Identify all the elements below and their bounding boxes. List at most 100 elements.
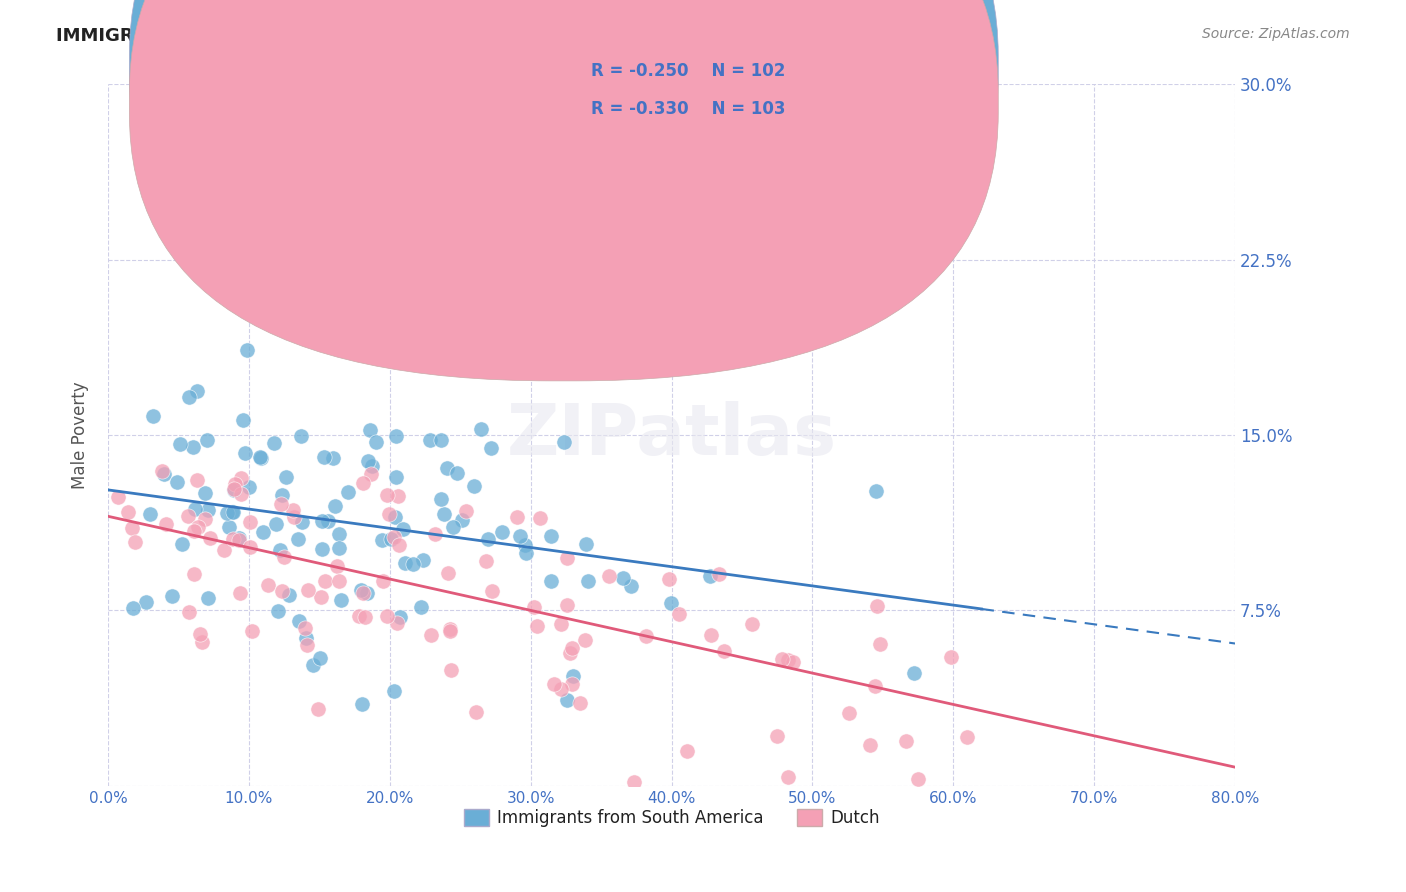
Dutch xyxy=(387,489,409,503)
Immigrants from South America xyxy=(184,501,207,516)
Dutch xyxy=(561,640,583,655)
Immigrants from South America xyxy=(177,390,200,404)
Immigrants from South America xyxy=(278,588,301,602)
Immigrants from South America xyxy=(318,514,340,528)
Immigrants from South America xyxy=(430,492,453,507)
Dutch xyxy=(231,486,253,500)
Dutch xyxy=(591,159,613,173)
Dutch xyxy=(956,730,979,744)
Immigrants from South America xyxy=(314,450,336,464)
Immigrants from South America xyxy=(193,486,215,500)
Immigrants from South America xyxy=(169,437,191,451)
Immigrants from South America xyxy=(122,601,145,615)
Immigrants from South America xyxy=(411,600,433,615)
Immigrants from South America xyxy=(197,502,219,516)
Immigrants from South America xyxy=(221,505,243,519)
Immigrants from South America xyxy=(620,579,643,593)
Dutch xyxy=(124,535,146,549)
Dutch xyxy=(239,515,262,529)
Dutch xyxy=(352,586,374,600)
Immigrants from South America xyxy=(186,384,208,398)
Text: R = -0.330    N = 103: R = -0.330 N = 103 xyxy=(591,100,785,118)
Dutch xyxy=(550,682,572,697)
Dutch xyxy=(550,617,572,632)
Dutch xyxy=(117,505,139,519)
Immigrants from South America xyxy=(238,480,260,494)
Immigrants from South America xyxy=(311,514,333,528)
Dutch xyxy=(239,540,262,554)
Dutch xyxy=(354,610,377,624)
Immigrants from South America xyxy=(382,684,405,698)
Immigrants from South America xyxy=(270,543,292,558)
Dutch xyxy=(388,538,411,552)
Dutch xyxy=(741,617,763,632)
Dutch xyxy=(177,605,200,619)
Dutch xyxy=(475,554,498,568)
Dutch xyxy=(894,734,917,748)
Immigrants from South America xyxy=(291,515,314,529)
Dutch xyxy=(838,706,860,720)
Dutch xyxy=(526,619,548,633)
Dutch xyxy=(228,533,250,547)
Immigrants from South America xyxy=(322,450,344,465)
Dutch xyxy=(360,467,382,481)
Legend: Immigrants from South America, Dutch: Immigrants from South America, Dutch xyxy=(457,802,886,833)
Text: IMMIGRANTS FROM SOUTH AMERICA VS DUTCH MALE POVERTY CORRELATION CHART: IMMIGRANTS FROM SOUTH AMERICA VS DUTCH M… xyxy=(56,27,920,45)
Immigrants from South America xyxy=(287,532,309,546)
Dutch xyxy=(121,521,143,535)
Dutch xyxy=(713,644,735,658)
Immigrants from South America xyxy=(197,591,219,605)
Immigrants from South America xyxy=(402,557,425,571)
Dutch xyxy=(522,600,544,615)
Immigrants from South America xyxy=(135,594,157,608)
Dutch xyxy=(858,739,880,753)
Immigrants from South America xyxy=(491,524,513,539)
Immigrants from South America xyxy=(160,589,183,603)
Dutch xyxy=(776,770,799,784)
Dutch xyxy=(229,471,252,485)
Dutch xyxy=(668,607,690,621)
Dutch xyxy=(558,646,581,660)
Dutch xyxy=(382,530,405,544)
Immigrants from South America xyxy=(419,433,441,447)
Dutch xyxy=(561,676,583,690)
Immigrants from South America xyxy=(336,485,359,500)
Dutch xyxy=(224,482,246,496)
Dutch xyxy=(865,679,887,693)
Dutch xyxy=(240,624,263,638)
Immigrants from South America xyxy=(575,537,598,551)
Immigrants from South America xyxy=(392,522,415,536)
Dutch xyxy=(352,475,374,490)
Dutch xyxy=(307,701,329,715)
Immigrants from South America xyxy=(249,450,271,464)
Immigrants from South America xyxy=(612,571,634,585)
Immigrants from South America xyxy=(294,631,316,645)
Dutch xyxy=(229,586,252,600)
Immigrants from South America xyxy=(441,519,464,533)
Immigrants from South America xyxy=(659,596,682,610)
Dutch xyxy=(222,532,245,546)
Immigrants from South America xyxy=(218,520,240,534)
Dutch xyxy=(419,628,441,642)
Dutch xyxy=(183,524,205,538)
Immigrants from South America xyxy=(360,458,382,473)
Immigrants from South America xyxy=(540,529,562,543)
Dutch xyxy=(766,729,789,743)
Immigrants from South America xyxy=(699,569,721,583)
Immigrants from South America xyxy=(450,513,472,527)
Dutch xyxy=(375,487,398,501)
Dutch xyxy=(283,509,305,524)
Immigrants from South America xyxy=(233,446,256,460)
Dutch xyxy=(328,574,350,588)
Text: ZIPatlas: ZIPatlas xyxy=(506,401,837,469)
Immigrants from South America xyxy=(139,507,162,521)
Dutch xyxy=(283,503,305,517)
Dutch xyxy=(623,774,645,789)
Dutch xyxy=(194,511,217,525)
Immigrants from South America xyxy=(865,484,887,499)
Dutch xyxy=(439,622,461,636)
Immigrants from South America xyxy=(555,693,578,707)
Dutch xyxy=(270,497,292,511)
Immigrants from South America xyxy=(250,451,273,466)
Immigrants from South America xyxy=(509,528,531,542)
